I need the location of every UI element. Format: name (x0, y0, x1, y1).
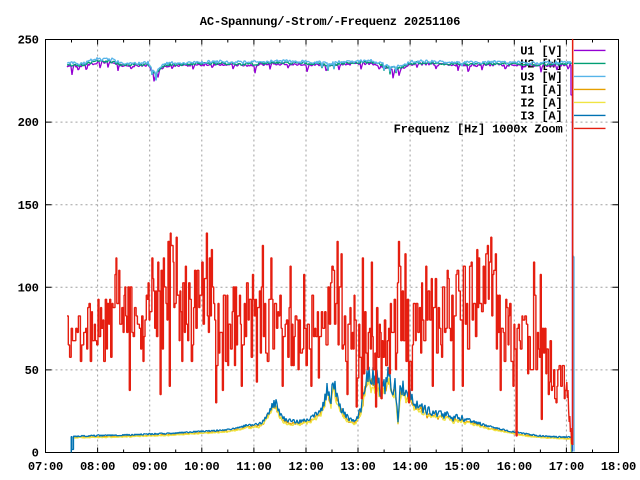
svg-text:Frequenz [Hz] 1000x Zoom: Frequenz [Hz] 1000x Zoom (394, 123, 563, 137)
svg-text:U1 [V]: U1 [V] (520, 45, 562, 59)
svg-text:13:00: 13:00 (340, 460, 375, 474)
svg-text:11:00: 11:00 (236, 460, 271, 474)
svg-text:I1 [A]: I1 [A] (520, 84, 562, 98)
svg-text:U2 [W]: U2 [W] (520, 58, 562, 72)
svg-text:200: 200 (18, 116, 39, 130)
svg-text:U3 [W]: U3 [W] (520, 71, 562, 85)
svg-text:I3 [A]: I3 [A] (520, 110, 562, 124)
svg-text:08:00: 08:00 (80, 460, 115, 474)
svg-text:50: 50 (25, 364, 39, 378)
svg-text:16:00: 16:00 (497, 460, 532, 474)
svg-text:07:00: 07:00 (28, 460, 63, 474)
svg-text:0: 0 (32, 447, 39, 461)
svg-text:18:00: 18:00 (601, 460, 636, 474)
svg-text:100: 100 (18, 281, 39, 295)
svg-text:09:00: 09:00 (132, 460, 167, 474)
svg-text:15:00: 15:00 (445, 460, 480, 474)
svg-text:250: 250 (18, 34, 39, 48)
svg-text:17:00: 17:00 (549, 460, 584, 474)
svg-text:12:00: 12:00 (288, 460, 323, 474)
svg-text:I2 [A]: I2 [A] (520, 97, 562, 111)
svg-text:10:00: 10:00 (184, 460, 219, 474)
svg-text:AC-Spannung/-Strom/-Frequenz 2: AC-Spannung/-Strom/-Frequenz 20251106 (200, 15, 460, 29)
svg-text:14:00: 14:00 (393, 460, 428, 474)
svg-text:150: 150 (18, 199, 39, 213)
